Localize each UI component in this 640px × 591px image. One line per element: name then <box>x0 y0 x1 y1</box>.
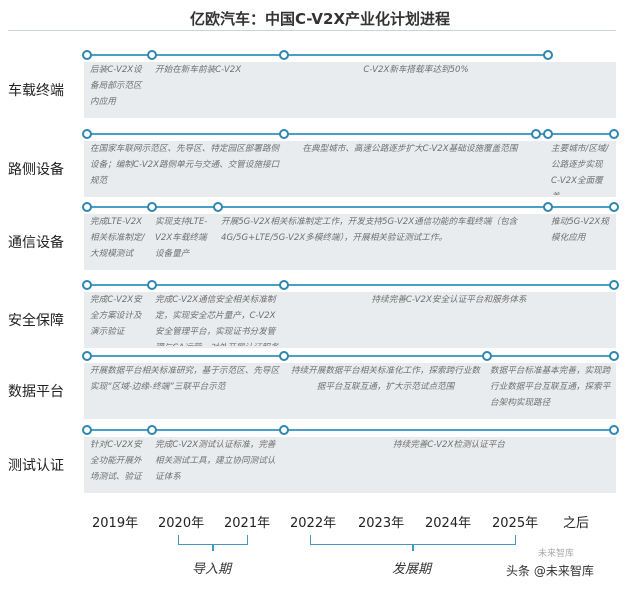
segment-start-dot <box>82 129 92 139</box>
segment-line <box>87 355 284 357</box>
segment-start-dot <box>530 129 541 139</box>
year-label: 2019年 <box>92 516 139 531</box>
year-label: 2023年 <box>358 516 405 531</box>
segment-end-dot <box>609 351 619 361</box>
segment-line <box>487 355 614 357</box>
year-label: 2022年 <box>290 516 337 531</box>
segment-end-dot <box>609 425 619 435</box>
segment-text: 持续开展数据平台相关标准化工作，探索跨行业数据平台互联互通，扩大示范试点范围 <box>290 366 481 392</box>
segment-line <box>284 429 614 431</box>
row-band <box>84 62 616 118</box>
segment-line <box>284 284 614 286</box>
segment-start-dot <box>213 202 223 212</box>
segment-text: 后装C-V2X设备局部示范区内应用 <box>90 65 142 107</box>
year-label: 2024年 <box>425 516 472 531</box>
phase-bracket-tick <box>412 544 414 551</box>
row-band <box>84 214 616 270</box>
segment-start-dot <box>279 351 289 361</box>
segment-start-dot <box>82 425 92 435</box>
segment-text: 在国家车联网示范区、先导区、特定园区部署路侧设备；编制C-V2X路侧单元与交通、… <box>90 144 280 186</box>
segment-text: 针对C-V2X安全功能开展外场测试、验证 <box>90 440 142 482</box>
segment-line <box>284 355 487 357</box>
watermark-faded: 未来智库 <box>538 549 575 559</box>
segment-text: 完成C-V2X通信安全相关标准制定，实现安全芯片量产，C-V2X安全管理平台，实… <box>155 295 279 346</box>
segment-line <box>284 133 536 135</box>
segment-text: 持续完善C-V2X安全认证平台和服务体系 <box>371 295 527 305</box>
segment-text: 完成LTE-V2X相关标准制定/大规模测试 <box>90 217 145 259</box>
year-label: 2025年 <box>492 516 539 531</box>
segment-text: 推动5G-V2X规模化应用 <box>551 217 609 243</box>
segment-text: 开展5G-V2X相关标准制定工作，开发支持5G-V2X通信功能的车载终端（包含4… <box>221 217 518 243</box>
segment-text: 完成C-V2X测试认证标准，完善相关测试工具，建立协同测试认证体系 <box>155 440 276 482</box>
segment-line <box>548 206 614 208</box>
segment-start-dot <box>279 50 289 60</box>
row-label: 测试认证 <box>8 458 64 474</box>
segment-start-dot <box>543 129 553 139</box>
segment-start-dot <box>147 280 157 290</box>
row-label: 通信设备 <box>8 235 64 251</box>
segment-end-dot <box>609 202 619 212</box>
segment-line <box>87 133 284 135</box>
watermark: 头条 @未来智库 <box>506 564 594 578</box>
segment-text: 持续完善C-V2X检测认证平台 <box>393 440 505 450</box>
segment-start-dot <box>279 129 289 139</box>
row-band <box>84 437 616 493</box>
segment-text: 实现支持LTE-V2X车载终端设备量产 <box>155 217 208 259</box>
year-label: 之后 <box>563 516 590 531</box>
segment-line <box>152 54 284 56</box>
segment-text: 在典型城市、高速公路逐步扩大C-V2X基础设施覆盖范围 <box>302 144 518 154</box>
segment-start-dot <box>147 425 157 435</box>
row-band <box>84 141 616 197</box>
segment-line <box>152 206 218 208</box>
row-band <box>84 363 616 419</box>
segment-line <box>284 54 548 56</box>
year-label: 2021年 <box>224 516 271 531</box>
segment-line <box>87 429 152 431</box>
row-band <box>84 292 616 348</box>
segment-start-dot <box>147 202 157 212</box>
phase-label: 发展期 <box>392 562 432 577</box>
segment-end-dot <box>609 280 619 290</box>
segment-text: 开始在新车前装C-V2X <box>155 65 242 75</box>
segment-start-dot <box>82 50 92 60</box>
segment-start-dot <box>82 280 92 290</box>
segment-line <box>218 206 548 208</box>
segment-line <box>87 206 152 208</box>
segment-end-dot <box>609 129 619 139</box>
segment-start-dot <box>82 202 92 212</box>
segment-line <box>87 284 152 286</box>
segment-start-dot <box>147 50 157 60</box>
row-label: 数据平台 <box>8 384 64 400</box>
year-label: 2020年 <box>158 516 205 531</box>
segment-start-dot <box>279 425 289 435</box>
segment-line <box>535 133 548 135</box>
segment-text: 主要城市/区域/公路逐步实现C-V2X全面覆盖 <box>551 144 609 195</box>
row-label: 路侧设备 <box>8 162 64 178</box>
segment-text: C-V2X新车搭载率达到50% <box>363 65 469 75</box>
segment-text: 完成C-V2X安全方案设计及演示验证 <box>90 295 142 337</box>
segment-text: 数据平台标准基本完善，实现跨行业数据平台互联互通，探索平台架构实现路径 <box>490 366 611 408</box>
chart-title: 亿欧汽车：中国C-V2X产业化计划进程 <box>189 10 451 28</box>
phase-label: 导入期 <box>192 562 232 577</box>
row-label: 安全保障 <box>8 313 64 329</box>
segment-start-dot <box>279 280 289 290</box>
segment-end-dot <box>543 50 553 60</box>
segment-line <box>87 54 152 56</box>
segment-line <box>152 429 284 431</box>
segment-line <box>548 133 614 135</box>
row-label: 车载终端 <box>8 83 64 99</box>
segment-text: 开展数据平台相关标准研究，基于示范区、先导区实现“区域-边缘-终端”三联平台示范 <box>90 366 280 392</box>
segment-start-dot <box>543 202 553 212</box>
segment-start-dot <box>82 351 92 361</box>
title-divider <box>8 30 616 31</box>
phase-bracket-tick <box>212 544 214 551</box>
segment-start-dot <box>482 351 492 361</box>
segment-line <box>152 284 284 286</box>
